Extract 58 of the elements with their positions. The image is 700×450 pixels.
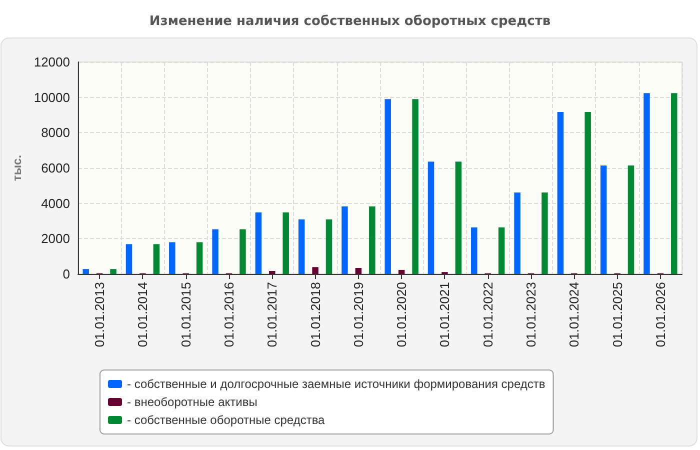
bar <box>282 212 289 274</box>
bar <box>671 93 678 274</box>
y-tick-label: 2000 <box>41 231 70 246</box>
bar <box>428 162 434 274</box>
bar <box>498 227 505 274</box>
legend-label: - собственные оборотные средства <box>127 413 326 427</box>
bar <box>153 244 160 274</box>
bar <box>369 206 376 274</box>
x-tick-label: 01.01.2020 <box>394 282 410 348</box>
x-tick-label: 01.01.2021 <box>437 282 452 348</box>
bar <box>514 192 520 274</box>
x-tick-label: 01.01.2024 <box>566 282 582 348</box>
x-tick-label: 01.01.2017 <box>264 282 280 348</box>
bar <box>342 206 348 274</box>
bar <box>312 267 318 274</box>
legend-label: - внеоборотные активы <box>127 395 258 409</box>
bar <box>326 219 332 274</box>
x-tick-label: 01.01.2022 <box>480 282 496 348</box>
bar <box>110 269 116 274</box>
x-tick-label: 01.01.2026 <box>652 282 668 348</box>
bar <box>269 270 276 274</box>
bar <box>644 93 650 274</box>
bar <box>384 99 391 274</box>
bar <box>298 219 305 274</box>
bar <box>600 166 607 274</box>
bar <box>542 192 548 274</box>
bar <box>412 99 418 274</box>
bar <box>628 166 634 274</box>
x-tick-label: 01.01.2016 <box>222 282 236 348</box>
x-tick-label: 01.01.2015 <box>178 282 194 348</box>
bar <box>82 269 89 274</box>
legend-label: - собственные и долгосрочные заемные источники формирования средств <box>127 377 546 391</box>
y-tick-label: 0 <box>62 266 70 282</box>
x-tick-label: 01.01.2023 <box>524 282 538 348</box>
chart-title: Изменение наличия собственных оборотных средств <box>149 14 551 29</box>
bar <box>455 162 462 274</box>
y-axis-title: тыс. <box>10 154 24 182</box>
bar <box>126 244 132 274</box>
x-tick-label: 01.01.2025 <box>610 282 625 348</box>
bar <box>471 227 478 274</box>
bar <box>169 242 176 274</box>
x-tick-label: 01.01.2013 <box>92 282 108 348</box>
bar <box>398 270 405 274</box>
y-tick-label: 6000 <box>41 160 70 176</box>
y-tick-label: 10000 <box>34 90 70 105</box>
x-tick-label: 01.01.2014 <box>135 282 150 348</box>
bar <box>255 212 262 274</box>
x-tick-label: 01.01.2019 <box>350 282 366 348</box>
bar <box>212 229 218 274</box>
bar <box>584 112 591 274</box>
y-tick-label: 4000 <box>41 196 70 211</box>
bar <box>557 112 564 274</box>
y-tick-label: 12000 <box>34 54 70 70</box>
y-tick-label: 8000 <box>41 125 70 140</box>
x-tick-label: 01.01.2018 <box>308 282 323 348</box>
bar <box>196 242 203 274</box>
bar <box>355 268 362 274</box>
bar <box>240 229 246 274</box>
